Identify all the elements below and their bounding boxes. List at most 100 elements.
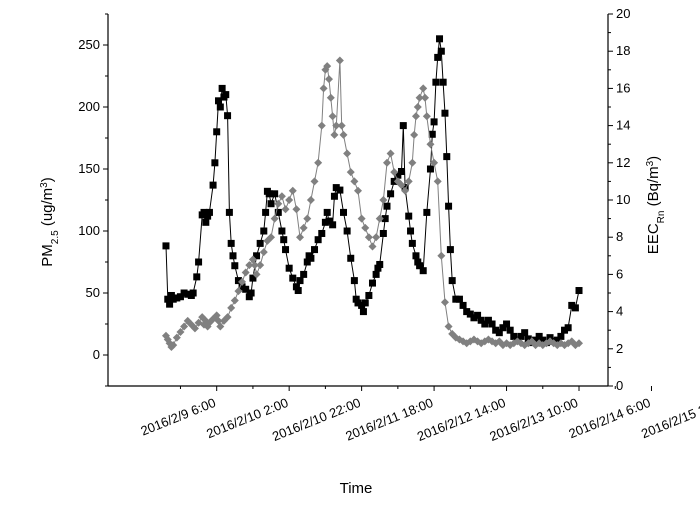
pm25-data-point: [430, 118, 438, 126]
left-y-tick-label: 100: [78, 223, 100, 238]
pm25-data-point: [358, 301, 366, 309]
pm25-data-point: [215, 97, 223, 105]
eec-rn-series: [161, 56, 584, 351]
pm25-data-point: [399, 122, 407, 130]
eec-data-point: [325, 75, 334, 84]
eec-data-point: [180, 322, 189, 331]
pm25-data-point: [180, 289, 188, 297]
pm25-data-point: [325, 217, 333, 225]
pm25-data-point: [205, 208, 213, 216]
left-y-axis: 0 50 100 150 200 250: [78, 13, 108, 387]
eec-data-point: [422, 112, 431, 121]
left-y-tick-label: 200: [78, 99, 100, 114]
pm25-data-point: [354, 299, 362, 307]
pm25-data-point: [376, 260, 384, 268]
eec-data-point: [238, 277, 247, 286]
eec-data-point: [364, 233, 373, 242]
pm25-data-point: [539, 336, 547, 344]
pm25-series: [162, 35, 583, 347]
pm25-data-point: [374, 264, 382, 272]
eec-data-point: [330, 130, 339, 139]
pm25-data-point: [423, 208, 431, 216]
eec-data-point: [234, 287, 243, 296]
pm25-data-point: [329, 221, 337, 229]
pm25-data-point: [441, 109, 449, 117]
pm25-data-point: [428, 130, 436, 138]
right-y-tick-label: 6: [616, 266, 623, 281]
pm25-data-point: [271, 190, 279, 198]
pm25-data-point: [173, 294, 181, 302]
right-y-tick-label: 0: [616, 378, 623, 393]
pm25-data-point: [564, 324, 572, 332]
pm25-data-point: [296, 277, 304, 285]
pm25-data-point: [492, 326, 500, 334]
eec-data-point: [382, 158, 391, 167]
pm25-data-point: [521, 329, 529, 337]
eec-data-point: [575, 339, 584, 348]
pm25-data-point: [184, 290, 192, 298]
pm25-data-point: [224, 112, 232, 120]
eec-data-point: [411, 112, 420, 121]
pm25-data-point: [561, 326, 569, 334]
eec-data-point: [433, 177, 442, 186]
eec-data-point: [419, 84, 428, 93]
pm25-data-point: [495, 329, 503, 337]
pm25-data-point: [303, 258, 311, 266]
pm25-data-point: [195, 258, 203, 266]
right-y-tick-label: 8: [616, 229, 623, 244]
eec-data-point: [357, 214, 366, 223]
pm25-data-point: [459, 301, 467, 309]
pm25-data-point: [176, 293, 184, 301]
eec-data-point: [408, 158, 417, 167]
pm25-data-point: [247, 289, 255, 297]
pm25-data-point: [285, 264, 293, 272]
left-y-title-unit: (ug/m: [39, 188, 56, 231]
pm25-data-point: [218, 84, 226, 92]
pm25-data-point: [278, 227, 286, 235]
eec-data-point: [176, 328, 185, 337]
pm25-data-point: [242, 285, 250, 293]
pm25-data-point: [330, 192, 338, 200]
pm25-data-point: [474, 311, 482, 319]
eec-data-point: [241, 268, 250, 277]
pm25-data-point: [463, 308, 471, 316]
pm25-data-point: [535, 332, 543, 340]
left-y-title-superscript: 3: [39, 182, 50, 188]
pm25-data-point: [162, 242, 170, 250]
pm25-data-point: [289, 274, 297, 282]
pm25-data-point: [575, 287, 583, 295]
right-y-axis: 0 2 4 6 8 10 12 14 16 18 20: [608, 6, 630, 393]
eec-data-point: [332, 121, 341, 130]
pm25-data-point: [372, 270, 380, 278]
pm25-data-point: [280, 236, 288, 244]
pm25-data-point: [443, 153, 451, 161]
pm25-data-point: [412, 252, 420, 260]
pm25-data-point: [222, 91, 230, 99]
eec-data-point: [296, 233, 305, 242]
pm25-data-point: [267, 200, 275, 208]
eec-data-point: [319, 84, 328, 93]
eec-data-point: [361, 223, 370, 232]
eec-data-point: [326, 93, 335, 102]
eec-data-point: [274, 199, 283, 208]
pm25-data-point: [164, 295, 172, 303]
eec-data-point: [426, 140, 435, 149]
pm25-data-point: [448, 277, 456, 285]
pm25-data-point: [436, 35, 444, 43]
pm25-data-point: [394, 171, 402, 179]
eec-data-point: [437, 251, 446, 260]
pm25-data-point: [204, 212, 212, 220]
left-y-tick-label: 0: [93, 347, 100, 362]
right-y-axis-title: EECRn (Bq/m3): [645, 156, 667, 254]
pm25-data-point: [294, 287, 302, 295]
eec-data-point: [245, 261, 254, 270]
eec-data-point: [440, 298, 449, 307]
pm25-data-point: [416, 262, 424, 270]
pm25-data-point: [225, 208, 233, 216]
eec-data-point: [390, 168, 399, 177]
pm25-data-point: [470, 314, 478, 322]
eec-data-point: [285, 196, 294, 204]
eec-data-point: [368, 242, 377, 251]
pm25-data-point: [211, 159, 219, 167]
